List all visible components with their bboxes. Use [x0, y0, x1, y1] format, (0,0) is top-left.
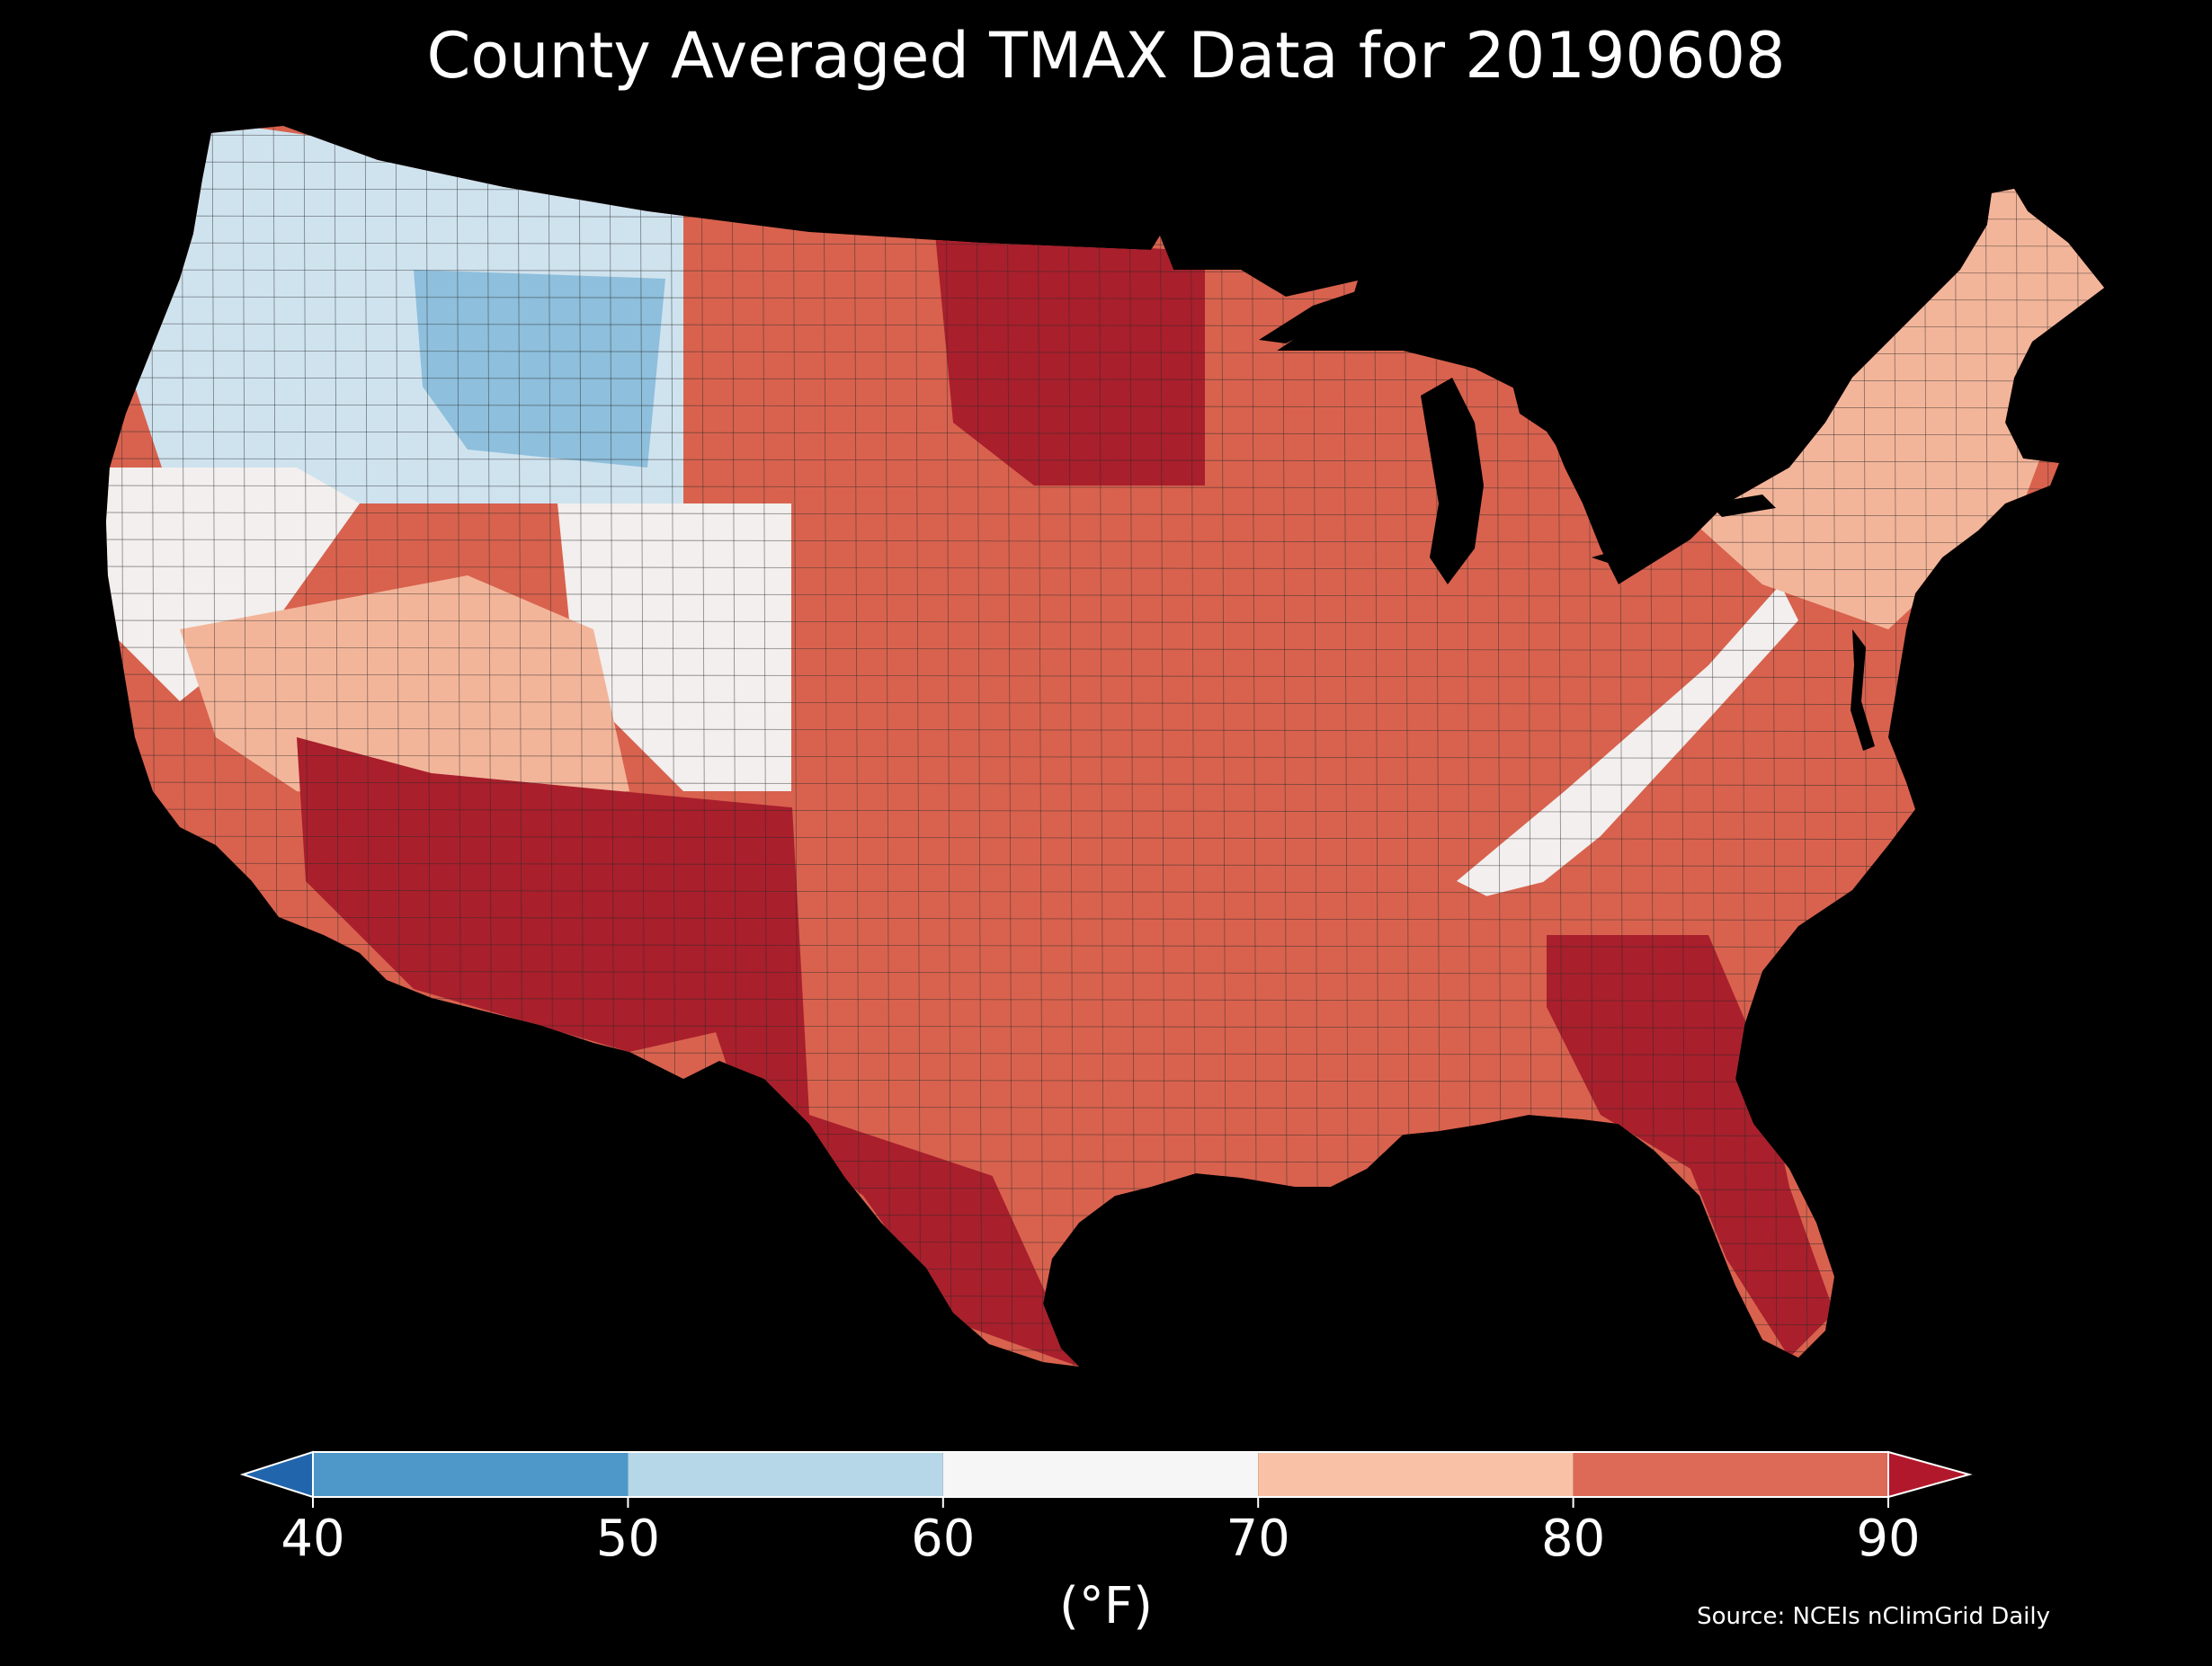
source-credit: Source: NCEIs nClimGrid Daily: [1697, 1603, 2050, 1630]
colorbar-tick-label: 90: [1856, 1510, 1921, 1568]
lake-erie: [1592, 526, 1690, 566]
region-california-coast-and-great-basin-north: [106, 468, 360, 701]
colorbar-outline: [312, 1451, 1889, 1498]
county-map-svg: [106, 126, 2104, 1367]
colorbar-svg: [239, 1450, 1973, 1508]
region-central-california-nevada-utah: [180, 575, 629, 809]
region-maine: [1978, 180, 2104, 342]
conus-county-map: [106, 126, 2104, 1367]
region-north-dakota-minnesota: [935, 234, 1205, 486]
region-idaho-montana-core: [414, 270, 665, 468]
colorbar-unit-label: (°F): [1059, 1577, 1153, 1635]
colorbar-bin-60-70: [942, 1452, 1259, 1497]
chesapeake-bay: [1851, 629, 1875, 751]
region-wyoming-colorado-high-plains: [557, 503, 791, 791]
colorbar-bin-40-50: [313, 1452, 629, 1497]
page-title: County Averaged TMAX Data for 20190608: [426, 19, 1786, 93]
lake-superior: [1259, 288, 1367, 343]
colorbar-tick-label: 60: [911, 1510, 976, 1568]
colorbar-tick-label: 40: [281, 1510, 345, 1568]
colorbar: [234, 1439, 1978, 1510]
colorbar-bin-70-80: [1258, 1452, 1574, 1497]
colorbar-under-arrow: [239, 1450, 314, 1499]
colorbar-over-arrow: [1887, 1450, 1973, 1499]
region-texas-south-and-rio-grande: [701, 989, 1079, 1367]
lake-huron: [1511, 378, 1583, 459]
colorbar-tick-label: 70: [1226, 1510, 1290, 1568]
colorbar-tick-label: 80: [1540, 1510, 1606, 1568]
colorbar-bin-50-60: [628, 1452, 943, 1497]
county-fill-layer: [106, 126, 2104, 1367]
region-georgia-florida: [1547, 935, 1834, 1358]
colorbar-bin-80-90: [1573, 1452, 1888, 1497]
colorbar-tick-label: 50: [595, 1510, 661, 1568]
lake-ontario: [1708, 494, 1776, 517]
lake-michigan: [1421, 378, 1484, 584]
